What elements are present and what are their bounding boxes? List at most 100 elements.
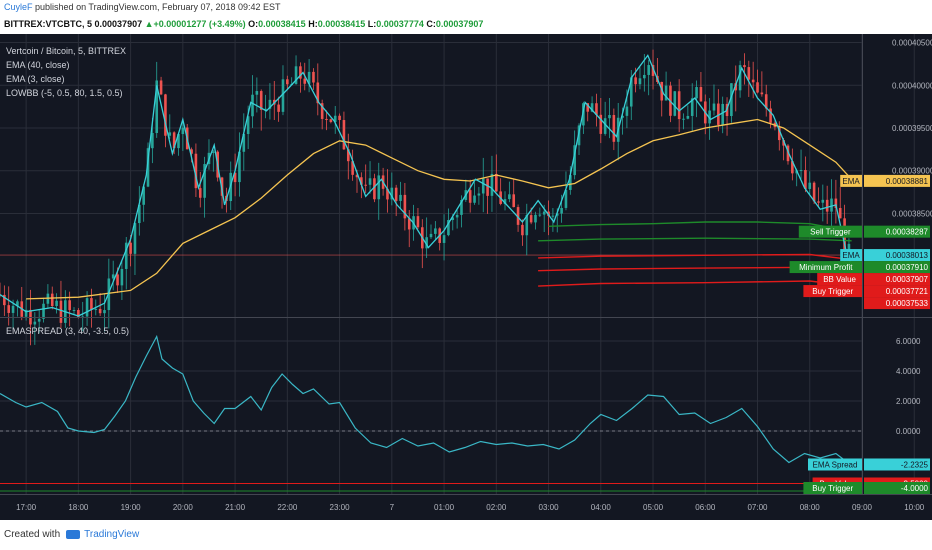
candle-body <box>81 316 85 318</box>
candle-body <box>764 94 768 109</box>
x-tick-label: 10:00 <box>904 503 925 512</box>
legend-ema3: EMA (3, close) <box>6 74 65 84</box>
candle-body <box>294 66 298 84</box>
candle-body <box>830 198 833 212</box>
candle-body <box>612 115 616 142</box>
candle-body <box>111 274 115 279</box>
candle-body <box>238 151 241 183</box>
green-band-line-1 <box>538 237 852 242</box>
candle-body <box>11 305 15 313</box>
candle-body <box>808 182 812 189</box>
ema-spread-line <box>0 334 852 466</box>
x-tick-label: 23:00 <box>330 503 351 512</box>
close-label: C: <box>426 19 436 29</box>
price-tag-text: BB Value <box>823 275 856 284</box>
candle-body <box>233 172 237 183</box>
ema3-line <box>0 54 853 317</box>
candle-body <box>85 298 89 317</box>
candle-body <box>586 103 590 112</box>
candle-body <box>320 103 324 119</box>
candle-body <box>377 175 381 200</box>
chart-background <box>0 34 932 520</box>
candle-body <box>738 65 742 91</box>
x-tick-label: 22:00 <box>277 503 298 512</box>
legend-lowbb: LOWBB (-5, 0.5, 80, 1.5, 0.5) <box>6 88 123 98</box>
candle-body <box>690 98 694 116</box>
price-tag-text: Sell Trigger <box>810 228 851 237</box>
price-label-value: 0.00038287 <box>886 228 929 237</box>
candle-body <box>608 115 611 119</box>
candle-body <box>50 293 54 307</box>
candle-body <box>825 199 829 212</box>
x-tick-label: 06:00 <box>695 503 716 512</box>
candle-body <box>447 220 450 236</box>
candle-body <box>569 175 572 190</box>
x-tick-label: 7 <box>390 503 395 512</box>
candle-body <box>325 118 328 120</box>
candle-body <box>129 242 132 254</box>
candle-body <box>838 208 842 219</box>
price-tag-text: EMA Spread <box>813 460 858 469</box>
y-tick-label: 0.0000 <box>896 427 921 436</box>
author-link[interactable]: CuyleF <box>4 2 33 12</box>
candle-body <box>699 87 703 102</box>
candle-body <box>451 217 455 221</box>
candle-body <box>55 300 58 307</box>
candle-body <box>251 94 254 117</box>
price-label-box <box>864 174 930 187</box>
candle-body <box>42 303 45 319</box>
price-label-value: 0.00037721 <box>886 287 929 296</box>
candle-body <box>103 310 106 314</box>
price-tag-text: EMA <box>842 177 860 186</box>
grid <box>0 34 915 494</box>
x-tick-label: 20:00 <box>173 503 194 512</box>
price-tag-text: EMA <box>842 251 860 260</box>
price-label-value: -2.2325 <box>901 460 929 469</box>
price-label-box <box>864 458 930 471</box>
candle-body <box>434 228 437 234</box>
created-with-text: Created with <box>4 529 61 540</box>
price-tag-box <box>840 249 862 262</box>
price-tag-box <box>803 482 862 494</box>
candle-body <box>512 194 516 208</box>
candle-body <box>98 308 102 314</box>
candle-body <box>242 133 246 152</box>
price-tag-box <box>808 458 862 471</box>
candle-body <box>503 199 507 204</box>
candle-body <box>799 170 803 172</box>
price-tag-text: Minimum Profit <box>799 263 853 272</box>
price-change: +0.00001277 (+3.49%) <box>153 19 246 29</box>
candle-body <box>286 79 289 85</box>
candle-body <box>555 213 559 216</box>
candle-body <box>138 204 141 224</box>
candle-body <box>259 91 263 110</box>
candle-body <box>355 174 359 178</box>
candle-body <box>791 161 794 174</box>
chart-area[interactable]: 17:00 18:00 19:00 20:00 21:00 22:00 23:00 7 01:0… <box>0 34 932 520</box>
tradingview-link[interactable]: TradingView <box>84 529 140 540</box>
symbol-name: BITTREX:VTCBTC, 5 <box>4 19 93 29</box>
candle-body <box>429 233 433 238</box>
candle-body <box>172 132 176 149</box>
candle-body <box>212 151 215 153</box>
candle-body <box>68 300 71 311</box>
x-tick-label: 21:00 <box>225 503 246 512</box>
price-label-value: 0.00038013 <box>886 251 929 260</box>
candle-body <box>333 115 337 123</box>
chart-svg[interactable]: 17:00 18:00 19:00 20:00 21:00 22:00 23:00 7 01:0… <box>0 34 932 520</box>
candle-body <box>307 71 311 84</box>
tradingview-logo-icon <box>66 529 81 539</box>
candle-body <box>804 170 807 189</box>
x-tick-label: 03:00 <box>539 503 560 512</box>
candle-body <box>394 187 398 201</box>
x-tick-label: 02:00 <box>486 503 507 512</box>
up-arrow-icon: ▲ <box>144 19 154 29</box>
x-tick-label: 01:00 <box>434 503 455 512</box>
candle-body <box>24 309 28 317</box>
candle-body <box>564 189 568 208</box>
candle-body <box>573 145 576 176</box>
y-tick-label: 0.00039500 <box>892 124 932 133</box>
candle-body <box>116 274 119 286</box>
price-tag-box <box>817 273 862 286</box>
candle-body <box>677 91 681 120</box>
